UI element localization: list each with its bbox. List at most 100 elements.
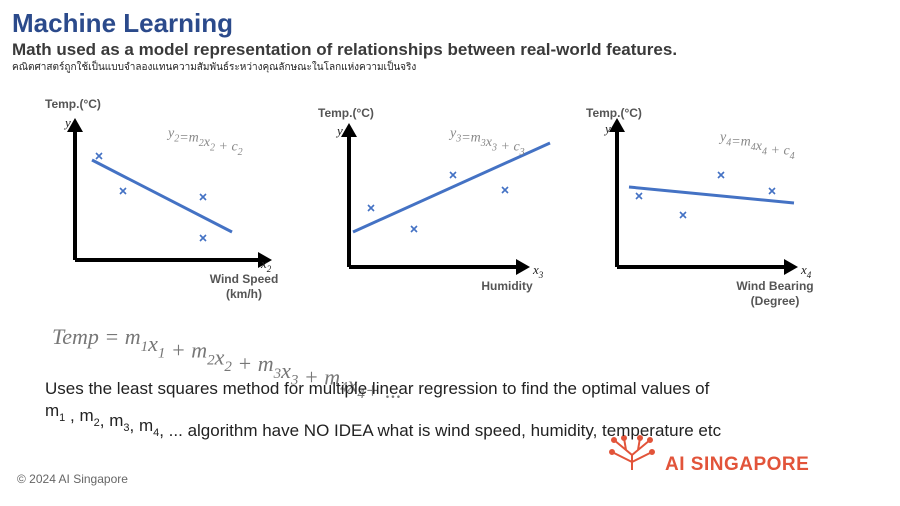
data-point [119,187,127,195]
formula-part: x [280,358,291,383]
equation: y3=m3x3 + c3 [448,126,525,158]
equation-sub: 4 [726,138,731,149]
title: Machine Learning [12,8,233,38]
equation-part: y [718,130,727,145]
equation-sub: 2 [199,138,204,149]
x-arrow [258,252,272,268]
equation-sub: 4 [751,142,756,153]
data-point [367,204,375,212]
y-title: Temp.(°C) [586,106,642,120]
equation: y4=m4x4 + c4 [718,130,795,162]
formula-sub: 1 [141,339,149,355]
x-axis-var: x2 [260,256,272,274]
formula-sub: 2 [224,359,232,375]
subtitle: Math used as a model representation of r… [12,40,677,59]
equation-part: y [166,126,175,141]
equation-part: =m [731,135,751,150]
equation-part: + c [497,140,520,155]
logo-text: AI SINGAPORE [665,454,809,475]
x-axis-var-part: x [260,256,267,271]
formula-sub: 3 [290,373,299,389]
formula-sub: 4 [357,386,365,402]
body-line-part: m [45,401,59,420]
equation-part: x [485,135,493,150]
data-point [768,187,776,195]
x-title: (Degree) [751,294,800,308]
formula-part: + m [165,338,207,363]
formula-part: + ... [365,378,402,403]
x-title: Humidity [481,279,533,293]
body-line: Uses the least squares method for multip… [45,379,710,398]
equation-sub: 2 [210,143,215,154]
body-line-sub: 2 [94,417,100,429]
equation-part: =m [179,131,199,146]
y-arrow [341,123,357,137]
equation-sub: 3 [491,143,497,154]
regression-line [352,141,551,234]
y-title: Temp.(°C) [318,106,374,120]
x-axis-var-part: x [800,262,807,277]
formula-part: x [147,331,158,356]
body-line-part: , m [65,406,93,425]
formula-part: Temp = m [52,324,141,349]
equation-sub: 4 [762,147,767,158]
x-axis-var: x4 [800,262,812,280]
equation-sub: 4 [790,151,795,162]
x-axis-var-sub: 2 [267,264,272,274]
y-arrow [609,118,625,132]
regression-line [91,158,233,234]
body-line: m1 , m2, m3, m4, ... algorithm have NO I… [45,401,722,440]
body-line-sub: 4 [153,427,159,439]
body-line-sub: 3 [123,422,129,434]
equation-sub: 3 [519,147,525,158]
x-title: Wind Bearing [736,279,813,293]
equation-part: =m [461,131,481,146]
formula: Temp = m1x1 + m2x2 + m3x3 + m4x4+ ... [52,324,402,403]
equation-part: + c [215,140,238,155]
x-arrow [784,259,798,275]
equation-part: x [203,135,211,150]
regression-line [628,185,795,205]
x-arrow [516,259,530,275]
x-axis-var: x3 [532,262,544,280]
data-point [717,171,725,179]
x-axis-var-sub: 4 [807,270,812,280]
data-point [635,192,643,200]
body-line-part: , m [130,416,154,435]
equation-sub: 3 [455,134,461,145]
formula-sub: 4 [340,379,348,395]
equation-part: y [448,126,457,141]
formula-part: + m [298,365,340,390]
body-line-sub: 1 [59,412,65,424]
formula-sub: 2 [207,352,215,368]
y-axis-var: y [603,121,611,136]
formula-part: + m [232,351,274,376]
data-point [199,234,207,242]
equation-sub: 3 [480,138,486,149]
y-arrow [67,118,83,132]
equation-sub: 2 [174,134,179,145]
logo-icon [609,435,655,470]
x-title: Wind Speed [210,272,279,286]
formula-part: x [347,371,358,396]
data-point [679,211,687,219]
equation: y2=m2x2 + c2 [166,126,243,158]
body-line-part: , ... algorithm have NO IDEA what is win… [159,421,721,440]
equation-sub: 2 [238,147,243,158]
data-point [410,225,418,233]
formula-part: x [214,344,225,369]
data-point [449,171,457,179]
y-axis-var: y [63,115,71,130]
thai-subtitle: คณิตศาสตร์ถูกใช้เป็นแบบจำลองแทนความสัมพั… [12,59,416,73]
formula-sub: 1 [158,346,166,362]
x-axis-var-sub: 3 [538,270,544,280]
data-point [95,152,103,160]
x-axis-var-part: x [532,262,539,277]
data-point [501,186,509,194]
body-line-part: , m [100,411,124,430]
x-title: (km/h) [226,287,262,301]
y-axis-var: y [335,123,343,138]
formula-sub: 3 [273,366,282,382]
equation-part: + c [767,144,790,159]
